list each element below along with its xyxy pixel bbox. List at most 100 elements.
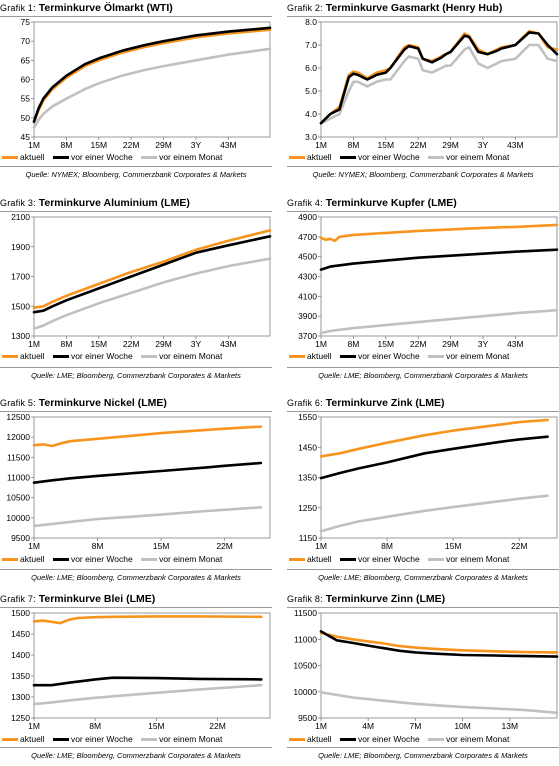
source-rule: [287, 367, 559, 368]
chart-legend: aktuell vor einer Woche vor einem Monat: [2, 351, 228, 361]
legend-swatch: [339, 738, 356, 742]
y-tick-label: 1250: [11, 713, 30, 723]
y-tick-label: 1900: [11, 242, 30, 252]
y-tick-label: 1550: [298, 412, 317, 422]
y-tick-label: 1300: [11, 692, 30, 702]
x-tick-label: 22M: [216, 541, 233, 551]
legend-swatch: [52, 558, 69, 562]
chart-title: Grafik 8: Terminkurve Zinn (LME): [287, 593, 445, 605]
legend-item-aktuell: aktuell: [2, 734, 45, 744]
legend-swatch: [339, 156, 356, 160]
legend-swatch: [2, 558, 18, 562]
plot-area: [33, 216, 271, 337]
chart-legend: aktuell vor einer Woche vor einem Monat: [289, 554, 515, 564]
legend-swatch: [289, 558, 305, 562]
y-tick-label: 60: [21, 75, 31, 85]
series-line-woche: [32, 26, 272, 123]
legend-item-monat: vor einem Monat: [141, 351, 222, 361]
legend-swatch: [141, 355, 158, 359]
legend-label: vor einer Woche: [70, 152, 133, 162]
chart-number: Grafik 5:: [0, 398, 36, 408]
x-tick-label: 43M: [220, 339, 237, 349]
legend-swatch: [339, 355, 356, 359]
x-tick-label: 1M: [28, 721, 40, 731]
x-tick-label: 22M: [511, 541, 528, 551]
chart-legend: aktuell vor einer Woche vor einem Monat: [2, 152, 228, 162]
chart-number: Grafik 2:: [287, 3, 323, 13]
line-chart: 9500 10000 10500 11000 11500 1M 4M 7M 10M 13M: [293, 608, 559, 731]
y-tick-label: 11500: [294, 608, 317, 618]
x-tick-label: 7M: [409, 721, 421, 731]
series-line-aktuell: [319, 223, 559, 243]
y-tick-label: 8.0: [305, 17, 317, 27]
legend-item-woche: vor einer Woche: [339, 351, 420, 361]
legend-swatch: [52, 156, 69, 160]
chart-number: Grafik 7:: [0, 594, 36, 604]
legend-swatch: [428, 738, 445, 742]
x-tick-label: 8M: [92, 541, 104, 551]
line-chart: 3.0 4.0 5.0 6.0 7.0 8.0 1M 8M 15M 22M 29M 3Y 43M: [305, 17, 559, 150]
y-tick-label: 1700: [11, 272, 30, 282]
y-tick-label: 10000: [6, 513, 30, 523]
legend-label: vor einem Monat: [446, 152, 510, 162]
chart-source: Quelle: LME; Bloomberg, Commerzbank Corp…: [31, 371, 241, 380]
title-rule: [0, 211, 272, 212]
line-chart: 1250 1300 1350 1400 1450 1500 1M 8M 15M 22M: [11, 608, 271, 731]
x-tick-label: 8M: [89, 721, 101, 731]
legend-swatch: [428, 355, 445, 359]
line-chart: 1300 1500 1700 1900 2100 1M 8M 15M 22M 29M 3Y 43M: [11, 212, 272, 349]
y-tick-label: 4700: [298, 232, 317, 242]
y-tick-label: 1300: [11, 331, 30, 341]
title-rule: [0, 16, 272, 17]
x-tick-label: 43M: [220, 140, 237, 150]
chart-panel-8: Grafik 8: Terminkurve Zinn (LME) 9500 100…: [287, 593, 559, 766]
series-line-aktuell: [319, 631, 559, 654]
legend-item-aktuell: aktuell: [2, 554, 45, 564]
x-tick-label: 22M: [123, 339, 140, 349]
chart-panel-3: Grafik 3: Terminkurve Aluminium (LME) 13…: [0, 197, 272, 387]
legend-swatch: [2, 156, 18, 160]
source-rule: [287, 166, 559, 167]
series-line-aktuell: [319, 418, 549, 458]
x-tick-label: 4M: [362, 721, 374, 731]
chart-source: Quelle: LME; Bloomberg, Commerzbank Corp…: [318, 751, 528, 760]
chart-legend: aktuell vor einer Woche vor einem Monat: [2, 734, 228, 744]
legend-label: aktuell: [307, 734, 332, 744]
title-rule: [287, 411, 559, 412]
legend-item-aktuell: aktuell: [2, 351, 45, 361]
legend-label: vor einer Woche: [357, 351, 420, 361]
legend-swatch: [141, 156, 158, 160]
y-tick-label: 12500: [6, 412, 30, 422]
series-line-monat: [32, 47, 272, 129]
x-tick-label: 13M: [502, 721, 519, 731]
plot-area: [320, 416, 558, 539]
plot-area: [33, 612, 271, 719]
x-tick-label: 10M: [454, 721, 471, 731]
y-tick-label: 11000: [7, 473, 30, 483]
legend-swatch: [289, 355, 305, 359]
x-tick-label: 22M: [410, 339, 427, 349]
title-rule: [0, 411, 272, 412]
plot-area: [33, 21, 271, 138]
chart-title: Grafik 4: Terminkurve Kupfer (LME): [287, 197, 457, 209]
series-line-woche: [32, 461, 263, 484]
title-rule: [287, 16, 559, 17]
chart-number: Grafik 1:: [0, 3, 36, 13]
legend-swatch: [289, 156, 305, 160]
chart-number: Grafik 6:: [287, 398, 323, 408]
y-tick-label: 10500: [293, 661, 317, 671]
series-line-monat: [32, 506, 263, 528]
x-tick-label: 15M: [378, 140, 395, 150]
title-rule: [0, 607, 272, 608]
chart-panel-1: Grafik 1: Terminkurve Ölmarkt (WTI) 45 50…: [0, 2, 272, 186]
series-line-aktuell: [32, 229, 272, 309]
y-tick-label: 9500: [11, 533, 30, 543]
line-chart: 3700 3900 4100 4300 4500 4700 4900 1M 8M 15M 22M 29…: [298, 212, 559, 349]
source-rule: [0, 569, 272, 570]
line-chart: 1150 1250 1350 1450 1550 1M 8M 15M 22M: [298, 412, 558, 551]
chart-name: Terminkurve Ölmarkt (WTI): [38, 2, 173, 14]
legend-item-woche: vor einer Woche: [339, 152, 420, 162]
chart-source: Quelle: LME; Bloomberg, Commerzbank Corp…: [318, 371, 528, 380]
y-tick-label: 1500: [11, 608, 30, 618]
legend-swatch: [428, 558, 445, 562]
